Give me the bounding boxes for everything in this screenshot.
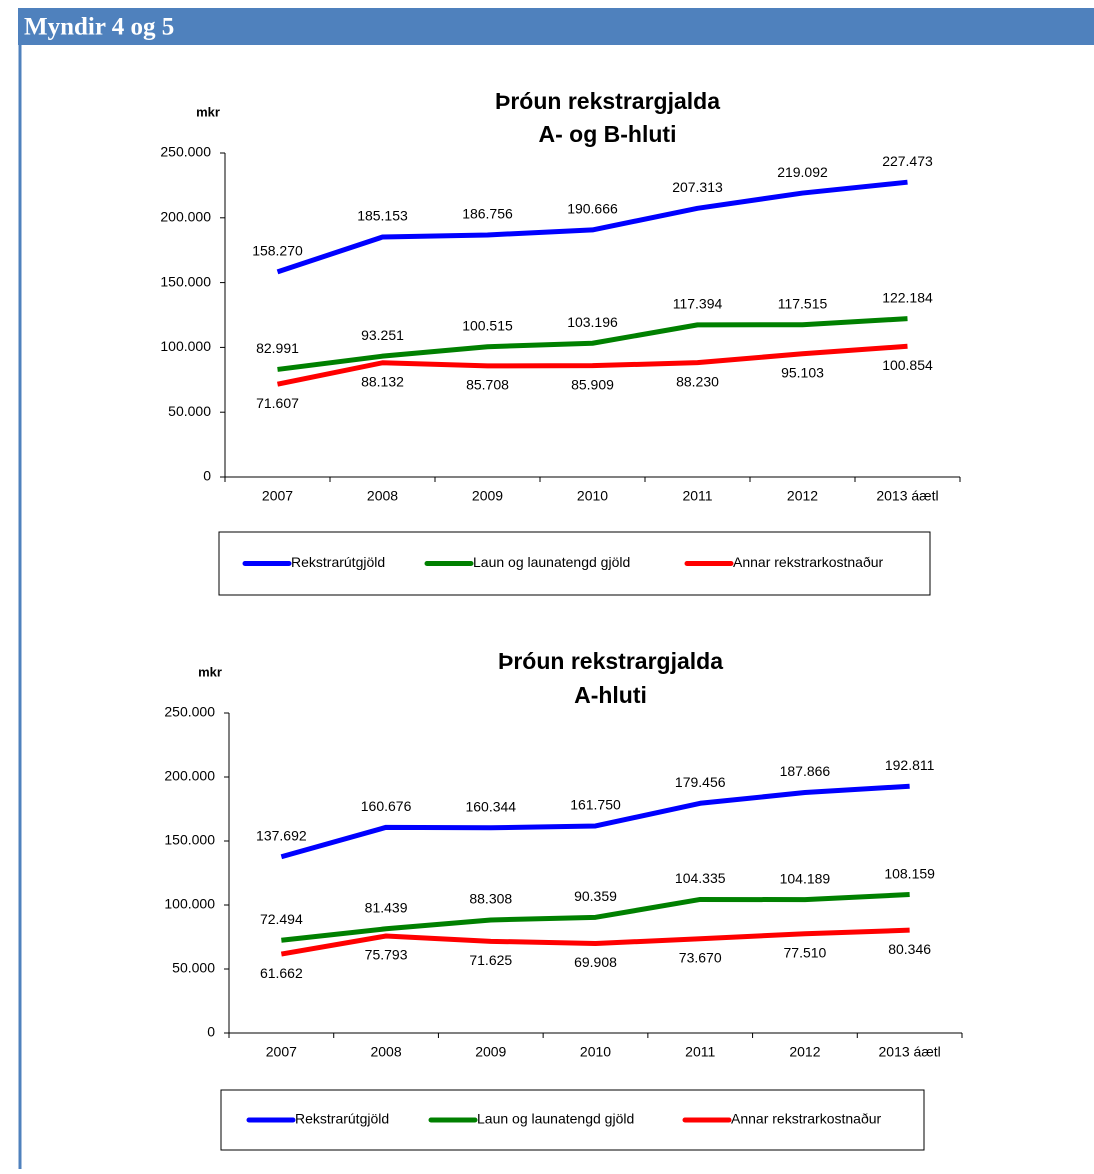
x-tick-label: 2009 xyxy=(475,1044,506,1060)
data-label: 160.676 xyxy=(361,798,412,814)
legend-label: Rekstrarútgjöld xyxy=(295,1111,389,1127)
data-label: 207.313 xyxy=(672,179,723,195)
series-line xyxy=(277,316,908,372)
x-tick-label: 2011 xyxy=(685,1044,715,1060)
legend-label: Laun og launatengd gjöld xyxy=(477,1111,634,1127)
header-title: Myndir 4 og 5 xyxy=(24,14,174,41)
x-tick-label: 2012 xyxy=(787,488,818,504)
data-label: 122.184 xyxy=(882,289,933,305)
data-label: 71.607 xyxy=(256,395,299,411)
y-tick-label: 250.000 xyxy=(160,144,211,160)
data-label: 88.308 xyxy=(469,891,512,907)
data-label: 190.666 xyxy=(567,201,618,217)
data-label: 77.510 xyxy=(784,944,827,960)
series-line xyxy=(276,179,908,275)
data-label: 187.866 xyxy=(780,763,831,779)
data-label: 90.359 xyxy=(574,888,617,904)
y-tick-label: 200.000 xyxy=(160,209,211,225)
data-label: 161.750 xyxy=(570,797,621,813)
data-label: 85.708 xyxy=(466,377,509,393)
x-tick-label: 2012 xyxy=(789,1044,820,1060)
data-label: 85.909 xyxy=(571,376,614,392)
x-tick-label: 2008 xyxy=(370,1044,401,1060)
chart-subtitle: A-hluti xyxy=(574,682,647,708)
data-label: 100.515 xyxy=(462,317,513,333)
x-tick-label: 2013 áætl xyxy=(876,488,938,504)
data-label: 93.251 xyxy=(361,327,404,343)
data-label: 69.908 xyxy=(574,954,617,970)
data-label: 82.991 xyxy=(256,340,299,356)
y-tick-label: 200.000 xyxy=(164,768,215,784)
data-label: 80.346 xyxy=(888,941,931,957)
data-label: 72.494 xyxy=(260,911,303,927)
x-tick-label: 2008 xyxy=(367,488,398,504)
x-tick-label: 2007 xyxy=(262,488,293,504)
data-label: 186.756 xyxy=(462,206,513,222)
data-label: 73.670 xyxy=(679,949,722,965)
data-label: 227.473 xyxy=(882,153,933,169)
data-label: 158.270 xyxy=(252,243,303,259)
data-label: 192.811 xyxy=(885,757,935,773)
data-label: 71.625 xyxy=(469,952,512,968)
y-tick-label: 150.000 xyxy=(164,832,215,848)
data-label: 104.189 xyxy=(780,870,831,886)
legend-label: Laun og launatengd gjöld xyxy=(473,554,630,570)
y-tick-label: 150.000 xyxy=(160,273,211,289)
legend-label: Rekstrarútgjöld xyxy=(291,554,385,570)
y-tick-label: 50.000 xyxy=(168,403,211,419)
chart-subtitle: A- og B-hluti xyxy=(539,121,677,147)
data-label: 88.132 xyxy=(361,373,404,389)
series-line xyxy=(281,892,910,943)
data-label: 103.196 xyxy=(567,314,618,330)
x-tick-label: 2010 xyxy=(580,1044,611,1060)
data-label: 100.854 xyxy=(882,357,933,373)
x-tick-label: 2009 xyxy=(472,488,503,504)
legend-box xyxy=(218,531,931,596)
header-bar xyxy=(18,8,1094,45)
data-label: 88.230 xyxy=(676,373,719,389)
y-axis-label: mkr xyxy=(196,104,220,119)
legend-label: Annar rekstrarkostnaður xyxy=(731,1111,882,1127)
data-label: 75.793 xyxy=(365,947,408,963)
chart-title: Þróun rekstrargjalda xyxy=(495,88,720,114)
y-tick-label: 100.000 xyxy=(164,896,215,912)
series-line xyxy=(277,343,908,387)
y-tick-label: 0 xyxy=(207,1024,215,1040)
y-tick-label: 100.000 xyxy=(160,338,211,354)
data-label: 81.439 xyxy=(365,899,408,915)
legend-box xyxy=(220,1089,925,1151)
legend-label: Annar rekstrarkostnaður xyxy=(733,554,884,570)
data-label: 179.456 xyxy=(675,774,726,790)
data-label: 117.515 xyxy=(778,295,828,311)
series-line xyxy=(280,927,910,957)
data-label: 185.153 xyxy=(357,208,408,224)
data-label: 61.662 xyxy=(260,965,303,981)
data-label: 95.103 xyxy=(781,364,824,380)
data-label: 104.335 xyxy=(675,870,726,886)
series-line xyxy=(280,783,910,860)
x-tick-label: 2013 áætl xyxy=(879,1044,941,1060)
x-tick-label: 2010 xyxy=(577,488,608,504)
chart-title: Þróun rekstrargjalda xyxy=(498,648,723,674)
y-axis-label: mkr xyxy=(198,664,222,679)
data-label: 108.159 xyxy=(884,865,935,881)
data-label: 137.692 xyxy=(256,827,307,843)
x-tick-label: 2011 xyxy=(682,488,712,504)
data-label: 219.092 xyxy=(777,164,828,180)
data-label: 160.344 xyxy=(465,798,516,814)
y-tick-label: 50.000 xyxy=(172,960,215,976)
y-tick-label: 0 xyxy=(203,468,211,484)
x-tick-label: 2007 xyxy=(266,1044,297,1060)
y-tick-label: 250.000 xyxy=(164,704,215,720)
data-label: 117.394 xyxy=(673,296,723,312)
